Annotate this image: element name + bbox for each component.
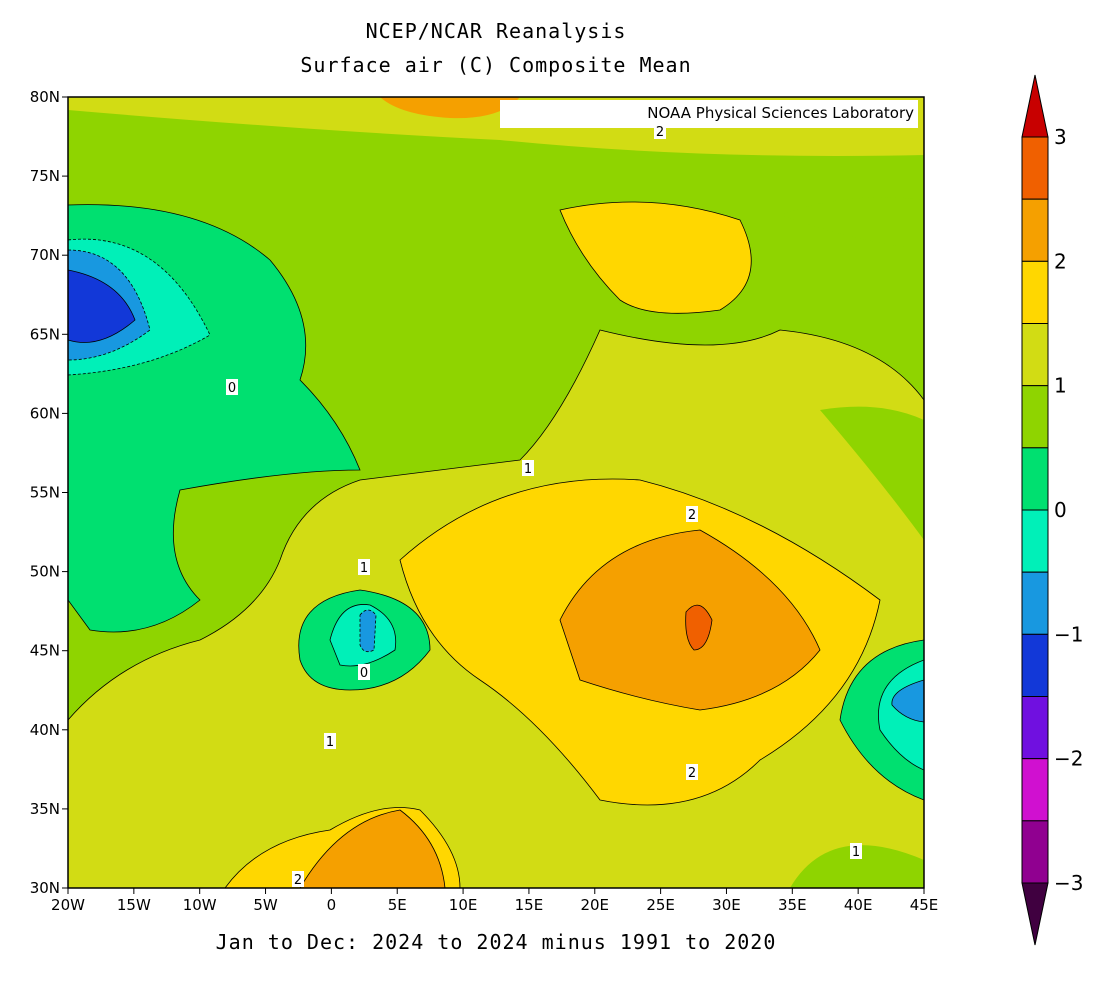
colorbar-label: −1 [1054,622,1083,646]
colorbar-label: −2 [1054,747,1083,771]
lon-label: 15W [117,896,151,914]
contour-label: 2 [688,766,696,781]
contour-label: 0 [228,381,236,396]
lon-label: 10W [183,896,217,914]
colorbar-arrow [1021,74,1049,138]
lon-label: 20E [580,896,609,914]
contour-label-box [358,664,370,680]
lat-label: 40N [30,721,60,739]
lon-label: 25E [646,896,675,914]
contour-label-box [226,379,238,395]
lat-label: 50N [30,563,60,581]
lon-label: 5E [388,896,407,914]
contour-label: 1 [360,561,368,576]
colorbar-segment [1021,198,1049,262]
title-line: NCEP/NCAR Reanalysis [366,19,627,43]
contour-label: 1 [326,735,334,750]
colorbar-label: 0 [1054,498,1067,522]
credit: NOAA Physical Sciences Laboratory [647,104,914,122]
lat-label: 60N [30,404,60,422]
colorbar-segment [1021,323,1049,387]
colorbar-segment [1021,136,1049,200]
credit-box [500,100,918,128]
lon-label: 20W [51,896,85,914]
contour-label-box [686,764,698,780]
lon-label: 35E [778,896,807,914]
lat-label: 55N [30,484,60,502]
colorbar-segment [1021,633,1049,697]
colorbar-segment [1021,571,1049,635]
lon-label: 15E [515,896,544,914]
lon-label: 45E [910,896,939,914]
colorbar-label: 1 [1054,374,1067,398]
colorbar-label: −3 [1054,871,1083,895]
colorbar-segment [1021,260,1049,325]
contour-label-box [686,506,698,522]
lon-label: 30E [712,896,741,914]
colorbar-segment [1021,820,1049,884]
map-field [68,97,924,888]
subtitle: Jan to Dec: 2024 to 2024 minus 1991 to 2… [216,930,777,954]
colorbar-segment [1021,696,1049,760]
colorbar-segment [1021,509,1049,573]
contour-label-box [850,843,862,859]
contour-label: 2 [688,508,696,523]
lat-label: 70N [30,246,60,264]
contour-label-box [358,559,370,575]
lat-label: 45N [30,642,60,660]
contour-label-box [654,123,666,139]
title-line: Surface air (C) Composite Mean [300,53,691,77]
lat-label: 65N [30,325,60,343]
lon-label: 10E [449,896,478,914]
contour-label: 1 [852,845,860,860]
lon-label: 5W [253,896,278,914]
lon-label: 40E [844,896,873,914]
contour-label-box [324,733,336,749]
lat-label: 80N [30,88,60,106]
lat-label: 75N [30,167,60,185]
lon-label: 0 [327,896,337,914]
contour-label: 0 [360,666,368,681]
contour-label: 1 [524,462,532,477]
colorbar-segment [1021,447,1049,511]
contour-label-box [522,460,534,476]
colorbar-segment [1021,385,1049,449]
lat-label: 30N [30,879,60,897]
contour-label: 2 [656,125,664,140]
contour-label: 2 [294,873,302,888]
colorbar-label: 2 [1054,249,1067,273]
contour-label-box [292,871,304,887]
lat-label: 35N [30,800,60,818]
colorbar-segment [1021,758,1049,822]
colorbar-arrow [1021,882,1049,946]
colorbar-label: 3 [1054,125,1067,149]
